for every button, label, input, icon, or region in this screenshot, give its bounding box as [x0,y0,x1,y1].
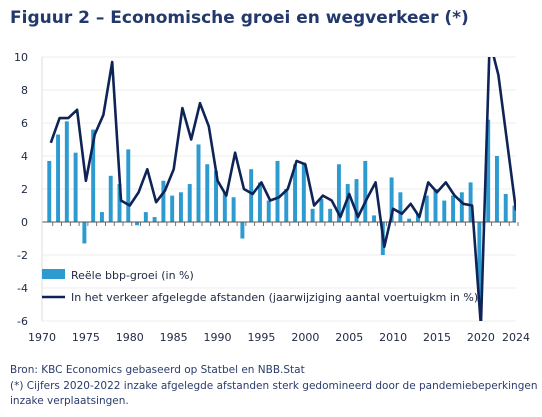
y-tick-label: 4 [21,150,28,163]
x-tick-label: 2005 [335,331,363,344]
bar [284,189,289,222]
bar [354,179,359,222]
bar [108,175,113,222]
y-tick-label: 2 [21,183,28,196]
bar [451,195,456,222]
x-tick-label: 1985 [160,331,188,344]
bar [170,195,175,222]
x-tick-label: 1980 [116,331,144,344]
bar [319,198,324,222]
bar [205,164,210,222]
footnote-line-1: (*) Cijfers 2020-2022 inzake afgelegde a… [10,380,538,392]
line-series [49,57,516,321]
bar [494,156,499,222]
bar [424,195,429,222]
x-tick-label: 1975 [72,331,100,344]
legend-bar-label: Reële bbp-groei (in %) [71,269,194,282]
bar [178,192,183,222]
x-tick-label: 2000 [291,331,319,344]
y-tick-label: 6 [21,117,28,130]
bar [143,212,148,222]
bar [135,222,140,226]
bar [503,193,508,222]
bar [240,222,245,239]
bar [398,192,403,222]
x-tick-label: 1995 [247,331,275,344]
bar [73,152,78,222]
bar [47,160,52,222]
line-path [49,57,516,321]
x-tick-label: 1990 [204,331,232,344]
y-tick-label: 8 [21,84,28,97]
bar [310,208,315,222]
bar [187,184,192,222]
x-tick-label: 2010 [379,331,407,344]
bar [442,200,447,222]
bar [301,162,306,222]
bar [82,222,87,244]
bar [91,129,96,222]
bar [433,189,438,222]
legend-bar-swatch [42,269,65,279]
bar-series [47,119,516,302]
bar [196,144,201,222]
bar [415,213,420,222]
x-tick-label: 1970 [28,331,56,344]
bar [99,212,104,222]
x-tick-labels: 1970 1975 1980 1985 1990 1995 2000 2005 2010 2015… [28,331,530,344]
bar [161,180,166,222]
bar [459,192,464,222]
bar [363,160,368,222]
y-tick-labels: -6 -4 -2 0 2 4 6 8 10 [14,51,28,328]
footnote-line-2: inzake verplaatsingen. [10,395,129,407]
legend: Reële bbp-groei (in %) In het verkeer afg… [42,269,478,304]
bar [275,160,280,222]
bar [249,169,254,222]
y-tick-label: -6 [17,315,28,328]
bar [293,164,298,222]
bar [152,217,157,222]
bar [477,222,482,302]
bar [345,184,350,222]
bar [407,218,412,222]
source-note: Bron: KBC Economics gebaseerd op Statbel… [10,364,305,376]
x-tick-label: 2015 [423,331,451,344]
x-tick-label: 2024 [502,331,530,344]
bar [214,170,219,222]
y-tick-label: 0 [21,216,28,229]
bar [512,205,516,222]
bar [231,197,236,222]
bar [56,134,61,222]
bar [468,182,473,222]
y-tick-label: 10 [14,51,28,64]
x-tick-label: 2020 [467,331,495,344]
bar [486,119,491,222]
bar [389,177,394,222]
bar [126,149,131,222]
bar [257,182,262,222]
y-tick-label: -2 [17,249,28,262]
bar [266,200,271,222]
bar [117,184,122,222]
bar [328,208,333,222]
bar [336,164,341,222]
chart-title: Figuur 2 – Economische groei en wegverke… [10,8,469,28]
bar [372,215,377,222]
bar [64,121,69,222]
legend-line-label: In het verkeer afgelegde afstanden (jaar… [71,291,478,304]
bar [222,192,227,222]
y-tick-label: -4 [17,282,28,295]
